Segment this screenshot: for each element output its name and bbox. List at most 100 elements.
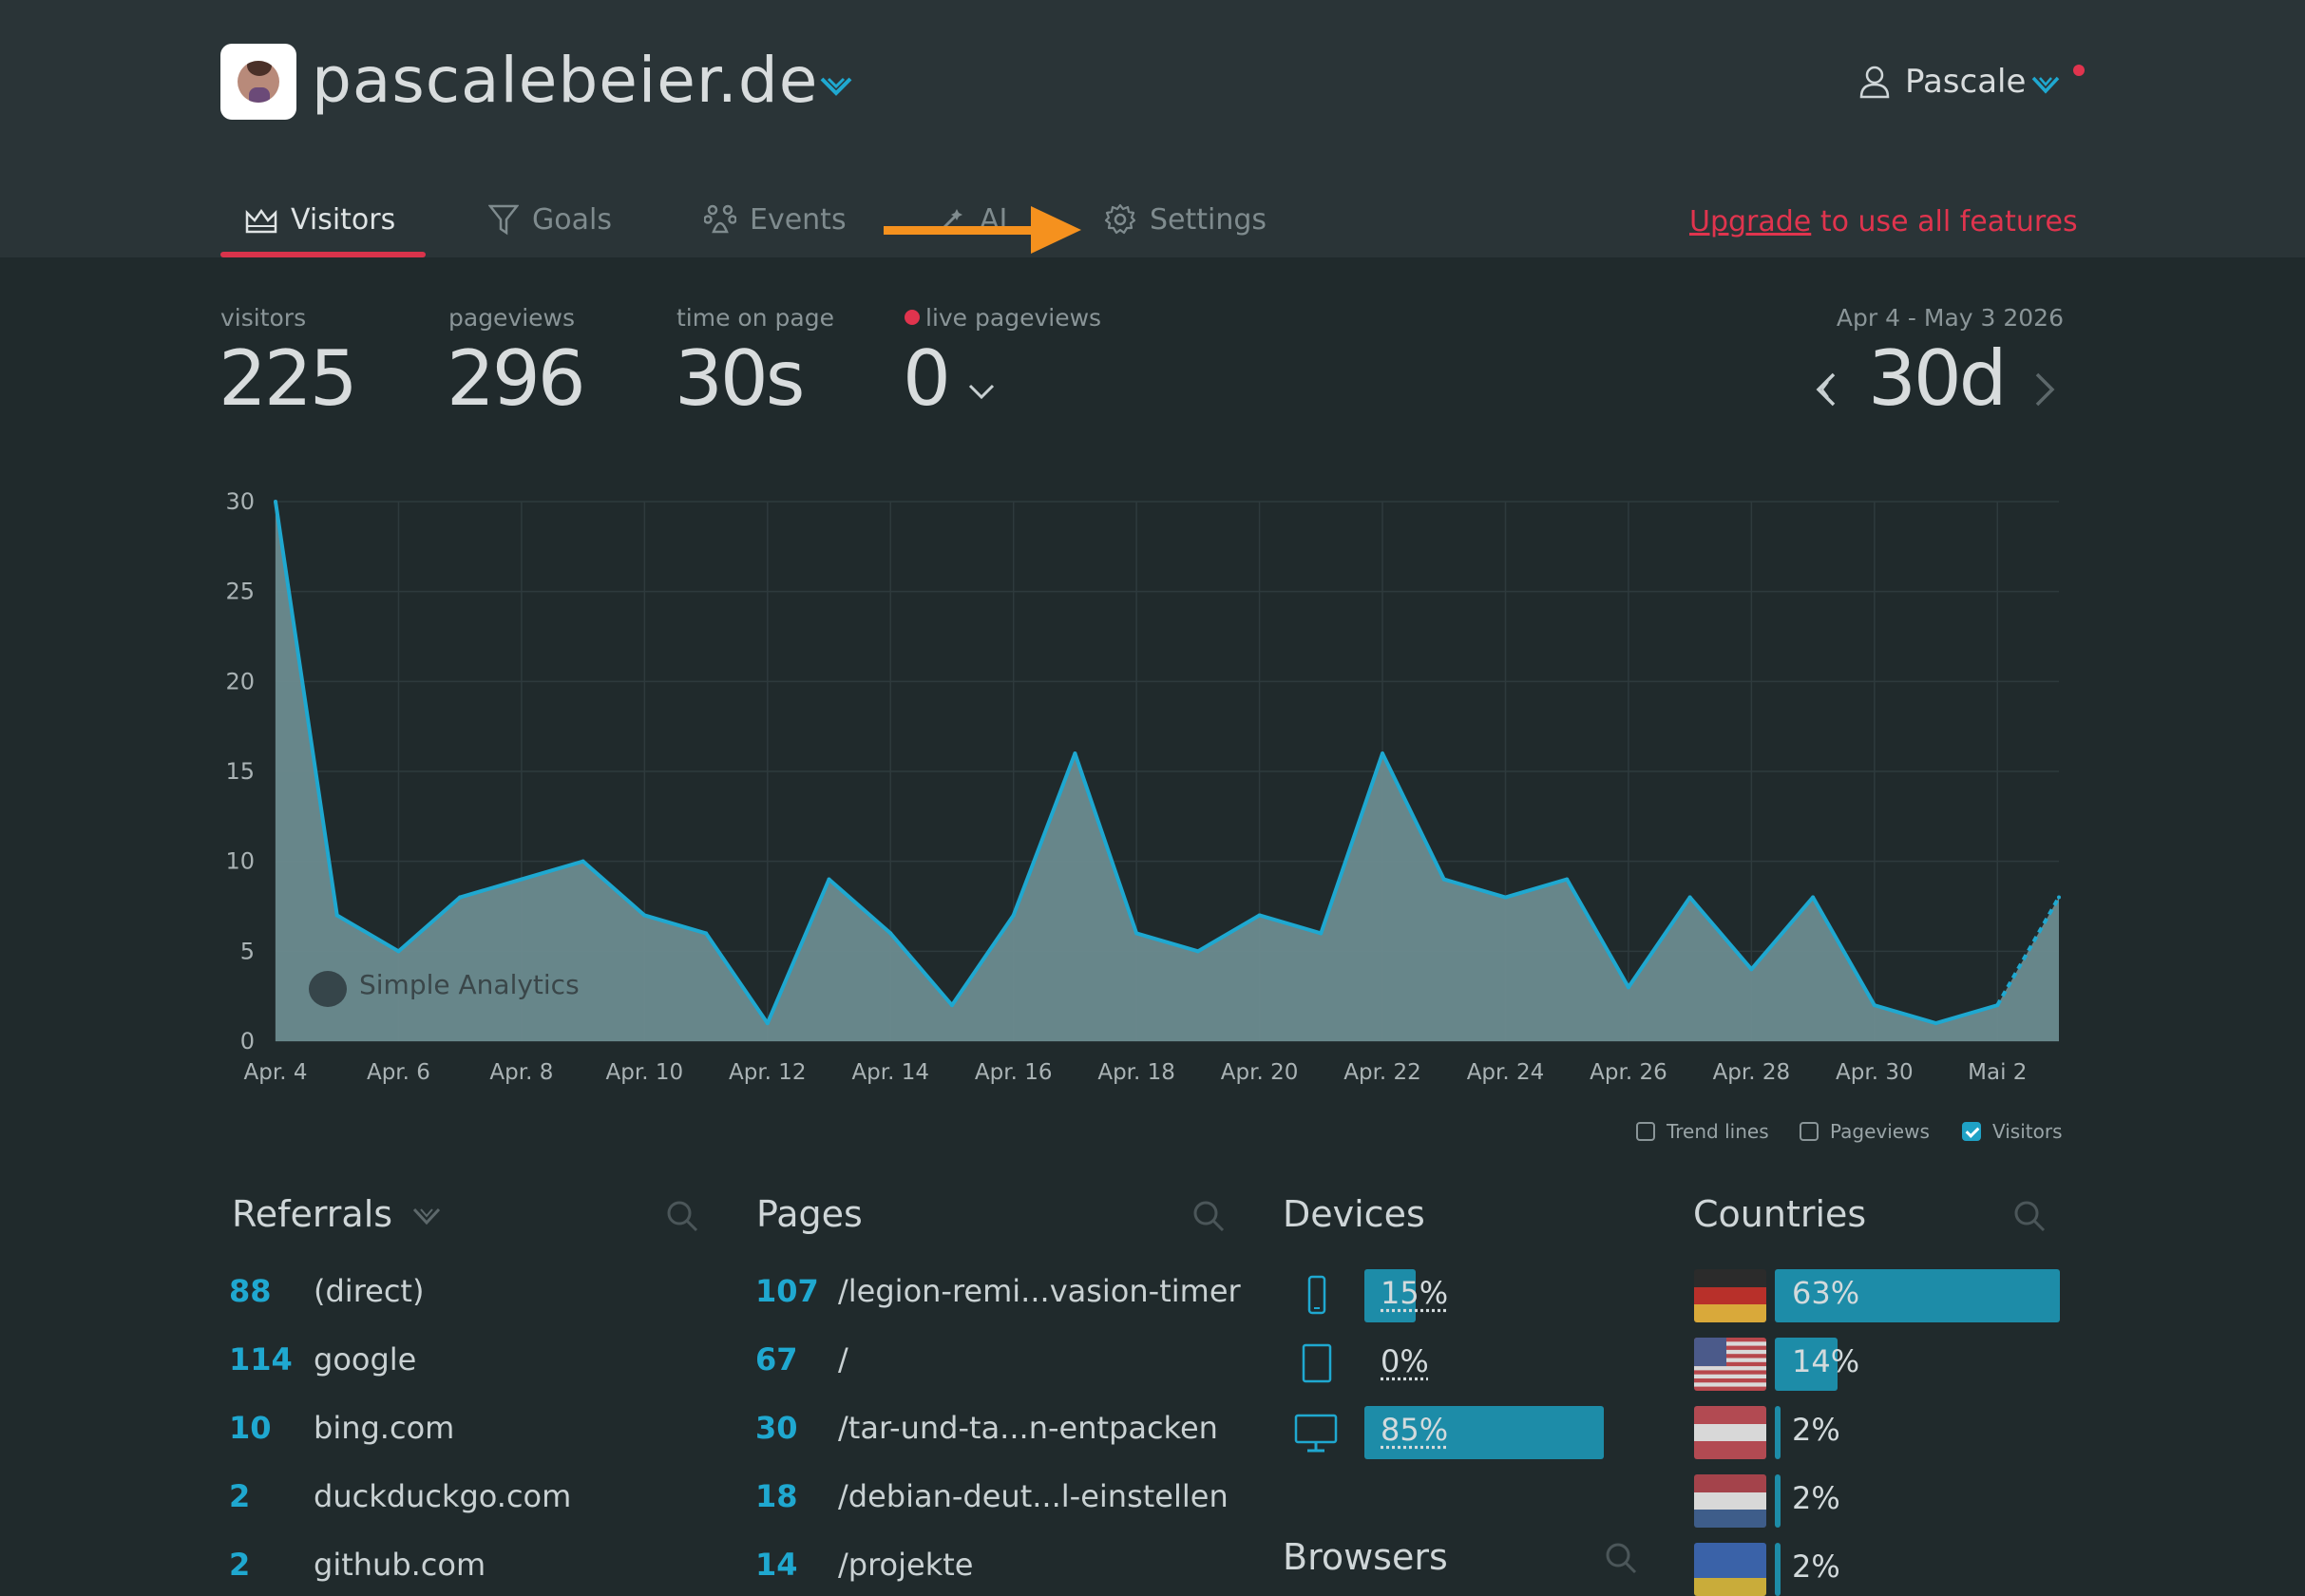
tablet-icon [1302,1343,1332,1383]
referral-name[interactable]: bing.com [314,1410,454,1446]
upgrade-cta[interactable]: Upgrade to use all features [1689,205,2078,238]
tab-goals[interactable]: Goals [488,198,612,241]
referral-name[interactable]: google [314,1341,416,1378]
country-percent[interactable]: 2% [1792,1412,1840,1448]
tab-label: Visitors [291,203,395,237]
search-icon[interactable] [2012,1199,2047,1233]
x-tick-label: Apr. 6 [367,1060,430,1085]
data-point [458,896,462,900]
date-range-value[interactable]: 30d [1868,334,2005,423]
device-percent[interactable]: 15% [1381,1275,1448,1311]
page-path[interactable]: /debian-deut...l-einstellen [838,1478,1229,1514]
country-percent[interactable]: 63% [1792,1275,1859,1311]
upgrade-link[interactable]: Upgrade [1689,205,1811,238]
data-point [1134,931,1138,935]
chevron-down-icon[interactable] [411,1206,442,1226]
y-tick-label: 25 [225,579,255,605]
phone-icon [1307,1275,1326,1315]
referrals-title-text: Referrals [232,1193,392,1235]
tab-visitors[interactable]: Visitors [245,198,395,241]
search-icon[interactable] [665,1199,699,1233]
chevron-down-icon[interactable] [967,382,996,401]
chevron-left-icon[interactable] [1813,370,1838,408]
country-share-bar [1775,1543,1781,1596]
page-count: 107 [755,1273,819,1309]
y-tick-label: 5 [240,938,255,964]
referral-name[interactable]: github.com [314,1547,486,1583]
referral-name[interactable]: (direct) [314,1273,424,1309]
legend-label: Trend lines [1667,1120,1769,1143]
arrow-annotation [884,203,1083,256]
checkbox[interactable] [1800,1122,1819,1141]
checkbox-checked[interactable] [1962,1122,1981,1141]
x-tick-label: Apr. 4 [244,1060,308,1085]
desktop-icon [1294,1414,1338,1454]
y-tick-label: 20 [225,668,255,694]
referral-count: 10 [229,1410,272,1446]
x-tick-label: Apr. 24 [1467,1060,1545,1085]
page-path[interactable]: /tar-und-ta...n-entpacken [838,1410,1218,1446]
search-icon[interactable] [1191,1199,1226,1233]
stat-live-value[interactable]: 0 [903,334,948,423]
device-percent[interactable]: 85% [1381,1412,1448,1448]
user-icon[interactable] [1858,65,1891,99]
country-flag-icon [1694,1269,1766,1322]
page-count: 67 [755,1341,798,1378]
data-point [642,913,646,917]
country-percent[interactable]: 2% [1792,1548,1840,1585]
data-point [1012,913,1016,917]
page-path[interactable]: /projekte [838,1547,973,1583]
country-flag-icon [1694,1474,1766,1528]
data-point [1811,896,1815,900]
data-point [1565,878,1569,882]
x-tick-label: Apr. 26 [1590,1060,1667,1085]
data-point [828,878,831,882]
legend-trend-lines[interactable]: Trend lines [1636,1117,1769,1146]
checkbox[interactable] [1636,1122,1655,1141]
notification-dot [2073,65,2085,76]
data-point [766,1021,770,1025]
tab-settings[interactable]: Settings [1104,198,1267,241]
paw-icon [704,203,736,236]
page-path[interactable]: / [838,1341,848,1378]
user-name[interactable]: Pascale [1905,63,2026,101]
data-point [1442,878,1446,882]
stat-pageviews-label: pageviews [448,304,575,332]
devices-title: Devices [1283,1193,1425,1235]
country-flag-icon [1694,1406,1766,1459]
page-count: 18 [755,1478,798,1514]
visitors-chart: 0 5 10 15 20 25 30 Apr. 4 Apr. 6 Apr. 8 Apr. 10 Apr… [0,475,2305,1092]
data-point [1934,1021,1938,1025]
tab-events[interactable]: Events [704,198,847,241]
upgrade-text: to use all features [1820,205,2078,238]
data-point [1995,1003,1999,1007]
x-tick-label: Apr. 16 [975,1060,1053,1085]
browsers-title: Browsers [1283,1536,1448,1578]
site-avatar[interactable] [220,44,296,120]
country-share-bar [1775,1406,1781,1459]
chart-watermark: Simple Analytics [359,969,580,1000]
data-point [1381,751,1384,755]
site-title[interactable]: pascalebeier.de [312,44,818,117]
search-icon[interactable] [1604,1541,1638,1575]
data-point [274,500,277,504]
referral-count: 114 [229,1341,293,1378]
page-path[interactable]: /legion-remi...vasion-timer [838,1273,1241,1309]
y-tick-label: 15 [225,758,255,785]
country-percent[interactable]: 2% [1792,1480,1840,1516]
chevron-right-icon[interactable] [2033,370,2058,408]
x-tick-label: Apr. 28 [1713,1060,1791,1085]
country-percent[interactable]: 14% [1792,1343,1859,1379]
device-percent[interactable]: 0% [1381,1343,1429,1379]
referral-name[interactable]: duckduckgo.com [314,1478,571,1514]
data-point [2057,896,2061,900]
funnel-icon [488,203,519,236]
data-point [581,860,585,864]
legend-visitors[interactable]: Visitors [1962,1117,2063,1146]
country-flag-icon [1694,1338,1766,1391]
user-chevron-icon[interactable] [2031,74,2060,95]
legend-pageviews[interactable]: Pageviews [1800,1117,1930,1146]
data-point [396,949,400,953]
referrals-title[interactable]: Referrals [232,1193,442,1235]
chevron-down-icon[interactable] [819,74,853,99]
